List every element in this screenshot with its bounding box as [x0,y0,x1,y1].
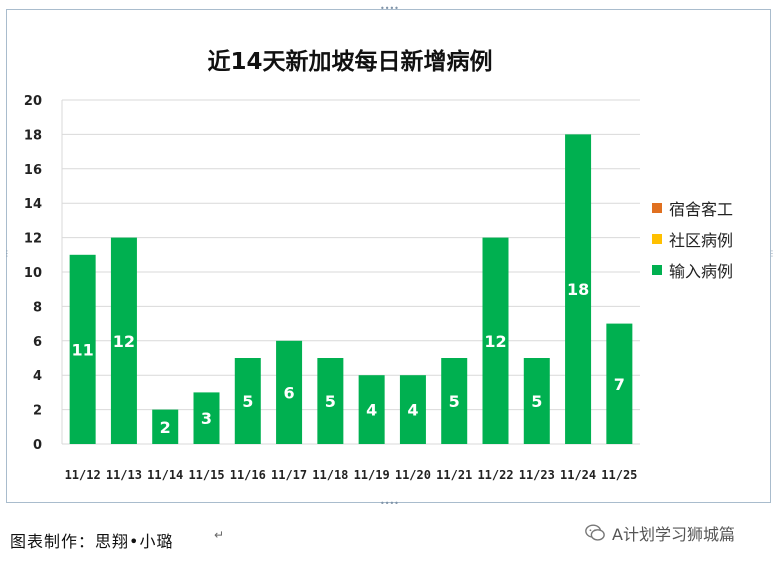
y-tick-label: 2 [33,404,42,419]
data-label: 4 [366,401,377,420]
bar [523,358,550,444]
bar [606,323,633,444]
x-tick-label: 11/20 [395,468,431,482]
y-tick-label: 18 [24,128,42,143]
y-tick-label: 10 [24,266,42,281]
watermark-text: A计划学习狮城篇 [612,525,735,544]
resize-handle-bottom[interactable]: •••• [380,499,399,508]
bar [110,237,137,444]
legend-item-dorm-workers: 宿舍客工 [652,192,733,223]
x-tick-label: 11/24 [560,468,596,482]
y-tick-label: 4 [33,369,42,384]
footer-credit: 图表制作：思翔•小璐 [10,532,174,551]
bar [565,134,592,444]
resize-handle-top[interactable]: •••• [380,4,399,13]
bar [358,375,385,444]
x-tick-label: 11/17 [271,468,307,482]
bar [234,358,261,444]
legend-swatch-community [652,233,662,244]
bar [399,375,426,444]
bar [441,358,468,444]
legend-item-community: 社区病例 [652,223,733,254]
data-label: 5 [242,392,253,411]
data-label: 5 [325,392,336,411]
x-tick-label: 11/15 [188,468,224,482]
y-tick-label: 0 [33,438,42,453]
data-label: 6 [284,383,295,402]
data-label: 4 [407,401,418,420]
data-label: 2 [160,418,171,437]
legend-swatch-imported [652,264,662,275]
data-label: 3 [201,409,212,428]
bar [152,409,179,444]
data-label: 12 [113,332,135,351]
bar [69,254,96,444]
chart-title: 近14天新加坡每日新增病例 [207,49,493,75]
resize-handle-right[interactable]: ⋮ [768,249,776,258]
y-tick-label: 12 [24,232,42,247]
x-tick-label: 11/22 [477,468,513,482]
data-label: 11 [72,340,94,359]
x-tick-label: 11/19 [354,468,390,482]
resize-handle-left[interactable]: ⋮ [3,249,11,258]
y-tick-label: 20 [24,94,42,109]
y-tick-label: 14 [24,197,42,212]
watermark: A计划学习狮城篇 [584,521,735,545]
legend-item-imported: 输入病例 [652,254,733,285]
data-label: 12 [484,332,506,351]
x-tick-label: 11/13 [106,468,142,482]
data-label: 5 [531,392,542,411]
y-tick-label: 6 [33,335,42,350]
legend-label-community: 社区病例 [669,230,734,250]
paragraph-mark-icon: ↵ [214,528,225,542]
bar [276,340,303,444]
legend-swatch-dorm-workers [652,202,662,213]
legend-label-imported: 输入病例 [669,261,734,281]
y-tick-label: 16 [24,163,42,178]
wechat-icon [585,524,605,541]
x-tick-label: 11/18 [312,468,348,482]
x-tick-label: 11/23 [519,468,555,482]
data-label: 7 [614,375,625,394]
legend-label-dorm-workers: 宿舍客工 [669,199,734,219]
x-tick-label: 11/25 [601,468,637,482]
x-tick-label: 11/12 [65,468,101,482]
x-tick-label: 11/16 [230,468,266,482]
y-tick-label: 8 [33,300,42,315]
bar [317,358,344,444]
data-label: 18 [567,280,589,299]
legend: 宿舍客工 社区病例 输入病例 [652,192,733,285]
data-label: 5 [449,392,460,411]
bar [482,237,509,444]
bar [193,392,220,444]
x-tick-label: 11/21 [436,468,472,482]
x-tick-label: 11/14 [147,468,183,482]
